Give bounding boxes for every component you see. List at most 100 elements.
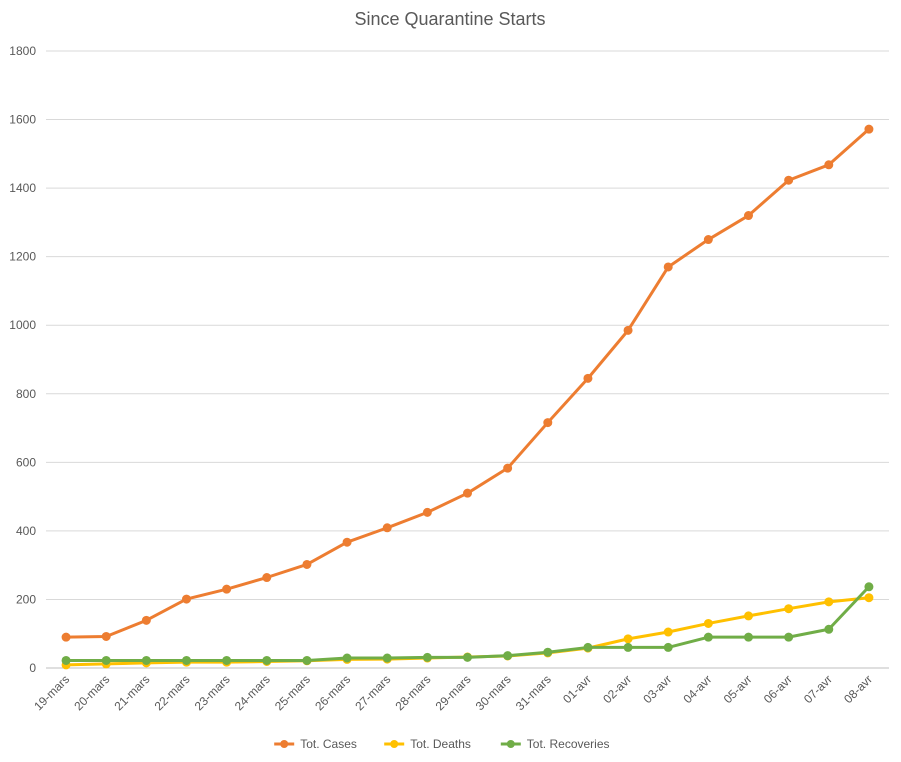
legend-item: Tot. Recoveries — [500, 737, 610, 751]
x-tick-label: 05-avr — [721, 672, 755, 706]
data-point — [663, 262, 673, 272]
legend-marker — [280, 740, 289, 748]
data-point — [784, 175, 794, 185]
data-point — [703, 235, 713, 245]
x-tick-label: 20-mars — [71, 672, 112, 713]
legend-label: Tot. Recoveries — [527, 737, 610, 751]
gridlines — [46, 50, 889, 669]
y-tick-label: 600 — [16, 455, 36, 469]
data-point — [422, 507, 432, 517]
x-tick-label: 06-avr — [761, 672, 795, 706]
chart-title: Since Quarantine Starts — [354, 9, 545, 29]
data-point — [101, 655, 111, 665]
data-point — [61, 655, 71, 665]
x-tick-label: 21-mars — [111, 672, 152, 713]
legend-item: Tot. Deaths — [384, 737, 471, 751]
y-tick-label: 800 — [16, 387, 36, 401]
data-point — [101, 631, 111, 641]
data-point — [463, 652, 472, 662]
x-tick-label: 31-mars — [513, 672, 554, 713]
data-point — [182, 594, 191, 604]
data-point — [864, 582, 874, 592]
x-tick-label: 29-mars — [433, 672, 474, 713]
data-point — [422, 652, 432, 662]
data-point — [222, 655, 232, 665]
data-point — [744, 611, 753, 621]
x-tick-label: 27-mars — [352, 672, 393, 713]
legend-label: Tot. Deaths — [410, 737, 471, 751]
x-tick-label: 01-avr — [560, 672, 594, 706]
data-point — [824, 597, 834, 607]
data-point — [744, 211, 753, 221]
data-point — [824, 624, 834, 634]
data-point — [543, 418, 553, 428]
data-point — [61, 632, 71, 642]
x-tick-label: 26-mars — [312, 672, 353, 713]
data-point — [543, 647, 553, 657]
data-point — [703, 618, 713, 628]
x-tick-label: 04-avr — [681, 672, 715, 706]
data-point — [623, 325, 633, 335]
legend-marker — [390, 740, 399, 748]
y-tick-label: 400 — [16, 524, 36, 538]
x-tick-label: 30-mars — [473, 672, 514, 713]
y-tick-label: 1400 — [9, 181, 36, 195]
y-tick-label: 1200 — [9, 250, 36, 264]
x-tick-label: 02-avr — [600, 672, 634, 706]
data-point — [503, 463, 513, 473]
y-tick-label: 1000 — [9, 318, 36, 332]
data-point — [382, 653, 392, 663]
data-point — [663, 627, 673, 637]
data-point — [784, 604, 794, 614]
y-tick-label: 0 — [29, 661, 36, 675]
data-point — [503, 651, 513, 661]
data-point — [382, 523, 392, 533]
legend-marker — [506, 740, 515, 748]
data-point — [583, 642, 593, 652]
data-point — [302, 655, 312, 665]
y-tick-label: 1600 — [9, 113, 36, 127]
x-tick-label: 19-mars — [31, 672, 72, 713]
data-point — [262, 655, 272, 665]
data-point — [824, 160, 834, 170]
y-axis-ticks: 0 200 400 600 800 1000 1200 1400 1600 1800 — [9, 44, 36, 675]
y-tick-label: 1800 — [9, 44, 36, 58]
legend-label: Tot. Cases — [300, 737, 357, 751]
data-point — [703, 632, 713, 642]
x-tick-label: 22-mars — [152, 672, 193, 713]
data-point — [864, 593, 874, 603]
data-point — [141, 615, 151, 625]
data-point — [623, 642, 633, 652]
series-tot-recoveries — [61, 582, 874, 665]
data-point — [864, 124, 874, 134]
x-axis-ticks: 19-mars 20-mars 21-mars 22-mars 23-mars 24-ma… — [31, 672, 875, 713]
legend: Tot. Cases Tot. Deaths Tot. Recoveries — [274, 737, 610, 751]
data-point — [744, 632, 753, 642]
data-point — [784, 632, 794, 642]
x-tick-label: 08-avr — [841, 672, 875, 706]
series-line — [64, 127, 871, 639]
y-tick-label: 200 — [16, 592, 36, 606]
data-point — [583, 373, 593, 383]
data-point — [342, 653, 352, 663]
x-tick-label: 28-mars — [392, 672, 433, 713]
data-point — [463, 488, 472, 498]
data-point — [342, 537, 352, 547]
x-tick-label: 07-avr — [801, 672, 835, 706]
x-tick-label: 23-mars — [192, 672, 233, 713]
data-point — [141, 655, 151, 665]
data-point — [222, 584, 232, 594]
x-tick-label: 03-avr — [640, 672, 674, 706]
data-point — [182, 655, 191, 665]
data-point — [302, 559, 312, 569]
x-tick-label: 24-mars — [232, 672, 273, 713]
series-tot-cases — [61, 124, 874, 642]
legend-item: Tot. Cases — [274, 737, 357, 751]
data-point — [663, 642, 673, 652]
data-point — [262, 573, 272, 583]
x-tick-label: 25-mars — [272, 672, 313, 713]
data-point — [623, 634, 633, 644]
series-layer — [61, 124, 874, 670]
